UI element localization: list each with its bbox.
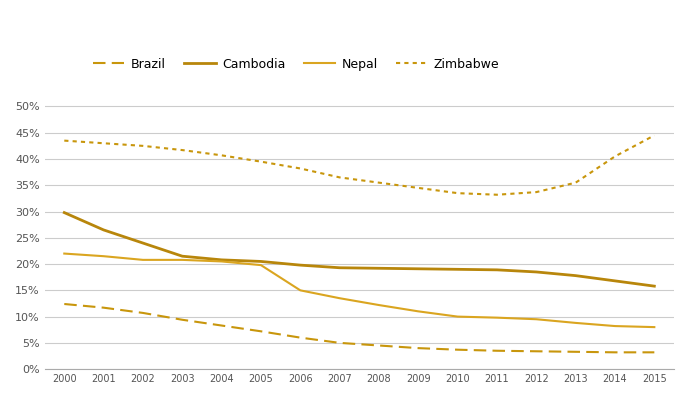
- Zimbabwe: [296, 166, 305, 171]
- Nepal: [336, 296, 344, 300]
- Nepal: [532, 317, 540, 322]
- Nepal: [257, 263, 265, 267]
- Brazil: [336, 340, 344, 345]
- Brazil: [60, 302, 68, 306]
- Cambodia: [218, 257, 226, 262]
- Brazil: [532, 349, 540, 354]
- Brazil: [296, 335, 305, 340]
- Brazil: [453, 347, 462, 352]
- Zimbabwe: [571, 180, 579, 185]
- Nepal: [99, 254, 107, 259]
- Nepal: [60, 251, 68, 256]
- Line: Brazil: Brazil: [64, 304, 655, 352]
- Zimbabwe: [99, 141, 107, 146]
- Zimbabwe: [532, 190, 540, 194]
- Brazil: [138, 310, 147, 315]
- Brazil: [611, 350, 619, 355]
- Cambodia: [650, 284, 659, 288]
- Legend: Brazil, Cambodia, Nepal, Zimbabwe: Brazil, Cambodia, Nepal, Zimbabwe: [88, 53, 504, 76]
- Nepal: [296, 288, 305, 293]
- Zimbabwe: [375, 180, 383, 185]
- Brazil: [99, 305, 107, 310]
- Zimbabwe: [178, 148, 187, 152]
- Nepal: [414, 309, 422, 314]
- Brazil: [257, 329, 265, 334]
- Nepal: [375, 303, 383, 308]
- Nepal: [493, 315, 501, 320]
- Cambodia: [60, 210, 68, 215]
- Brazil: [218, 323, 226, 328]
- Brazil: [650, 350, 659, 355]
- Cambodia: [336, 265, 344, 270]
- Brazil: [414, 346, 422, 350]
- Zimbabwe: [60, 138, 68, 143]
- Zimbabwe: [414, 186, 422, 190]
- Brazil: [375, 343, 383, 348]
- Cambodia: [611, 279, 619, 283]
- Nepal: [611, 324, 619, 328]
- Nepal: [218, 259, 226, 264]
- Brazil: [178, 317, 187, 322]
- Cambodia: [532, 270, 540, 275]
- Nepal: [178, 257, 187, 262]
- Cambodia: [414, 267, 422, 271]
- Nepal: [453, 314, 462, 319]
- Brazil: [571, 350, 579, 354]
- Cambodia: [375, 266, 383, 271]
- Zimbabwe: [336, 175, 344, 180]
- Brazil: [493, 348, 501, 353]
- Zimbabwe: [611, 154, 619, 159]
- Cambodia: [296, 263, 305, 267]
- Zimbabwe: [453, 191, 462, 196]
- Nepal: [571, 320, 579, 325]
- Zimbabwe: [650, 133, 659, 138]
- Line: Zimbabwe: Zimbabwe: [64, 135, 655, 195]
- Line: Cambodia: Cambodia: [64, 213, 655, 286]
- Zimbabwe: [257, 159, 265, 164]
- Cambodia: [453, 267, 462, 272]
- Zimbabwe: [493, 192, 501, 197]
- Cambodia: [257, 259, 265, 264]
- Zimbabwe: [138, 144, 147, 148]
- Nepal: [650, 325, 659, 330]
- Zimbabwe: [218, 153, 226, 158]
- Cambodia: [178, 254, 187, 259]
- Cambodia: [138, 241, 147, 245]
- Nepal: [138, 257, 147, 262]
- Cambodia: [99, 227, 107, 232]
- Line: Nepal: Nepal: [64, 254, 655, 327]
- Cambodia: [571, 273, 579, 278]
- Cambodia: [493, 267, 501, 272]
